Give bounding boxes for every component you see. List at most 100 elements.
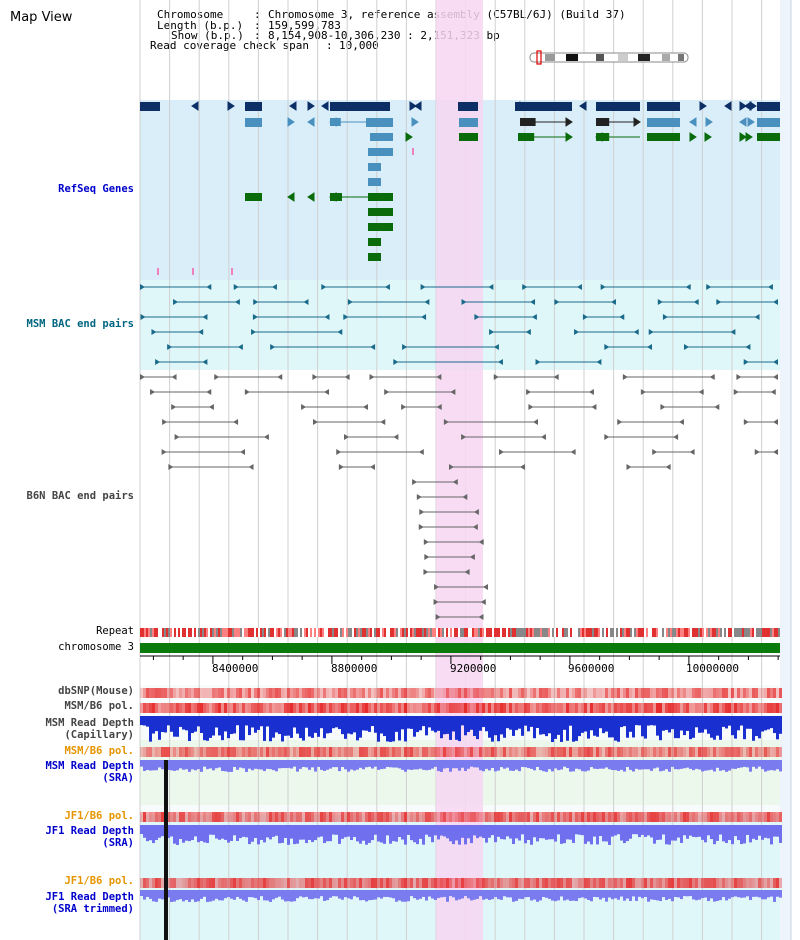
heat-cell	[353, 703, 356, 713]
depth-bar	[539, 716, 542, 735]
heat-cell	[299, 688, 302, 698]
depth-bar	[194, 825, 197, 837]
heat-cell	[434, 747, 437, 757]
heat-cell	[509, 812, 512, 822]
heat-cell	[149, 812, 152, 822]
heat-cell	[296, 688, 299, 698]
depth-bar	[173, 716, 176, 737]
heat-cell	[650, 878, 653, 888]
depth-bar	[521, 716, 524, 736]
depth-bar	[203, 825, 206, 843]
bac-end	[419, 509, 425, 515]
heat-cell	[521, 878, 524, 888]
gene-exon	[518, 133, 535, 141]
depth-bar	[716, 890, 719, 901]
depth-bar	[143, 760, 146, 771]
repeat-cell	[440, 628, 442, 637]
depth-bar	[296, 760, 299, 772]
heat-cell	[527, 688, 530, 698]
heat-cell	[266, 688, 269, 698]
depth-bar	[593, 825, 596, 837]
depth-bar	[335, 825, 338, 835]
heat-cell	[476, 688, 479, 698]
heat-cell	[764, 703, 767, 713]
depth-bar	[443, 890, 446, 897]
depth-bar	[242, 716, 245, 741]
heat-cell	[464, 747, 467, 757]
heat-cell	[395, 688, 398, 698]
heat-cell	[590, 812, 593, 822]
repeat-cell	[554, 628, 556, 637]
depth-bar	[422, 825, 425, 845]
heat-cell	[209, 688, 212, 698]
depth-bar	[392, 825, 395, 842]
repeat-cell	[576, 628, 578, 637]
repeat-cell	[496, 628, 498, 637]
bac-end	[233, 284, 239, 290]
heat-cell	[692, 812, 695, 822]
heat-cell	[434, 812, 437, 822]
bac-end	[420, 284, 426, 290]
heat-cell	[176, 747, 179, 757]
depth-bar	[320, 716, 323, 729]
depth-bar	[431, 890, 434, 899]
repeat-cell	[266, 628, 268, 637]
heat-cell	[770, 812, 773, 822]
repeat-cell	[500, 628, 502, 637]
depth-bar	[242, 825, 245, 837]
heat-cell	[551, 688, 554, 698]
heat-cell	[740, 688, 743, 698]
depth-bar	[434, 716, 437, 733]
depth-bar	[347, 890, 350, 899]
depth-bar	[725, 716, 728, 729]
heat-cell	[542, 747, 545, 757]
heat-cell	[212, 812, 215, 822]
depth-bar	[227, 760, 230, 772]
label-dbsnp: dbSNP(Mouse)	[58, 685, 134, 697]
repeat-cell	[410, 628, 412, 637]
heat-cell	[218, 878, 221, 888]
repeat-cell	[436, 628, 438, 637]
depth-bar	[734, 760, 737, 769]
heat-cell	[245, 878, 248, 888]
label-chromosome: chromosome 3	[58, 641, 134, 653]
heat-cell	[503, 688, 506, 698]
depth-bar	[551, 760, 554, 772]
bac-end	[344, 374, 350, 380]
depth-bar	[668, 716, 671, 733]
depth-bar	[647, 760, 650, 770]
heat-cell	[362, 688, 365, 698]
repeat-cell	[670, 628, 672, 637]
heat-cell	[209, 878, 212, 888]
gene-block	[368, 208, 393, 216]
depth-bar	[614, 825, 617, 836]
repeat-cell	[432, 628, 434, 637]
gene-block	[459, 118, 478, 127]
depth-bar	[248, 890, 251, 898]
depth-bar	[353, 890, 356, 897]
depth-bar	[668, 760, 671, 772]
heat-cell	[614, 812, 617, 822]
depth-bar	[458, 825, 461, 845]
depth-bar	[272, 716, 275, 738]
bac-end	[168, 464, 174, 470]
bac-end	[489, 329, 495, 335]
depth-bar	[407, 716, 410, 729]
depth-bar	[467, 825, 470, 839]
heat-cell	[683, 878, 686, 888]
repeat-cell	[674, 628, 676, 637]
depth-bar	[512, 760, 515, 771]
heat-cell	[380, 688, 383, 698]
heat-cell	[497, 878, 500, 888]
repeat-cell	[218, 628, 220, 637]
heat-cell	[443, 747, 446, 757]
depth-bar	[437, 825, 440, 840]
heat-cell	[416, 812, 419, 822]
depth-bar	[719, 716, 722, 740]
bac-end	[662, 314, 668, 320]
repeat-cell	[768, 628, 770, 637]
heat-cell	[428, 747, 431, 757]
heat-cell	[281, 688, 284, 698]
depth-bar	[221, 760, 224, 771]
heat-cell	[194, 688, 197, 698]
